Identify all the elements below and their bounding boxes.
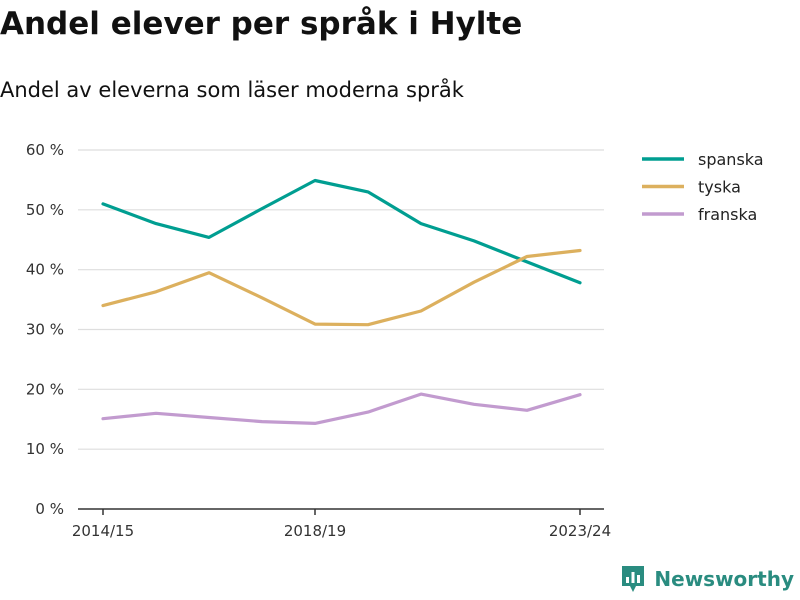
y-tick-label: 0 % xyxy=(35,500,64,518)
y-tick-label: 10 % xyxy=(26,440,64,458)
series-line-tyska xyxy=(101,248,582,327)
gridlines xyxy=(78,149,604,450)
y-tick-label: 60 % xyxy=(26,141,64,159)
chart-subtitle: Andel av eleverna som läser moderna språ… xyxy=(0,78,464,102)
legend-label-franska: franska xyxy=(698,205,757,224)
x-tick-label: 2023/24 xyxy=(549,522,611,540)
series-line-franska xyxy=(101,392,582,425)
legend: spanska tyska franska xyxy=(642,150,764,224)
y-tick-label: 20 % xyxy=(26,380,64,398)
legend-label-tyska: tyska xyxy=(698,178,741,197)
legend-label-spanska: spanska xyxy=(698,150,764,169)
y-axis-ticks: 0 % 10 % 20 % 30 % 40 % 50 % 60 % xyxy=(26,141,64,518)
x-tick-label: 2014/15 xyxy=(72,522,134,540)
x-tick-label: 2018/19 xyxy=(284,522,346,540)
x-axis: 2014/15 2018/19 2023/24 xyxy=(72,508,611,540)
brand-name: Newsworthy xyxy=(654,567,794,591)
newsworthy-logo-icon xyxy=(622,566,645,592)
brand: Newsworthy xyxy=(620,564,794,594)
y-tick-label: 40 % xyxy=(26,261,64,279)
y-tick-label: 50 % xyxy=(26,201,64,219)
chart-title: Andel elever per språk i Hylte xyxy=(0,6,523,42)
y-tick-label: 30 % xyxy=(26,321,64,339)
series-line-spanska xyxy=(101,178,582,285)
series-lines xyxy=(101,178,582,425)
